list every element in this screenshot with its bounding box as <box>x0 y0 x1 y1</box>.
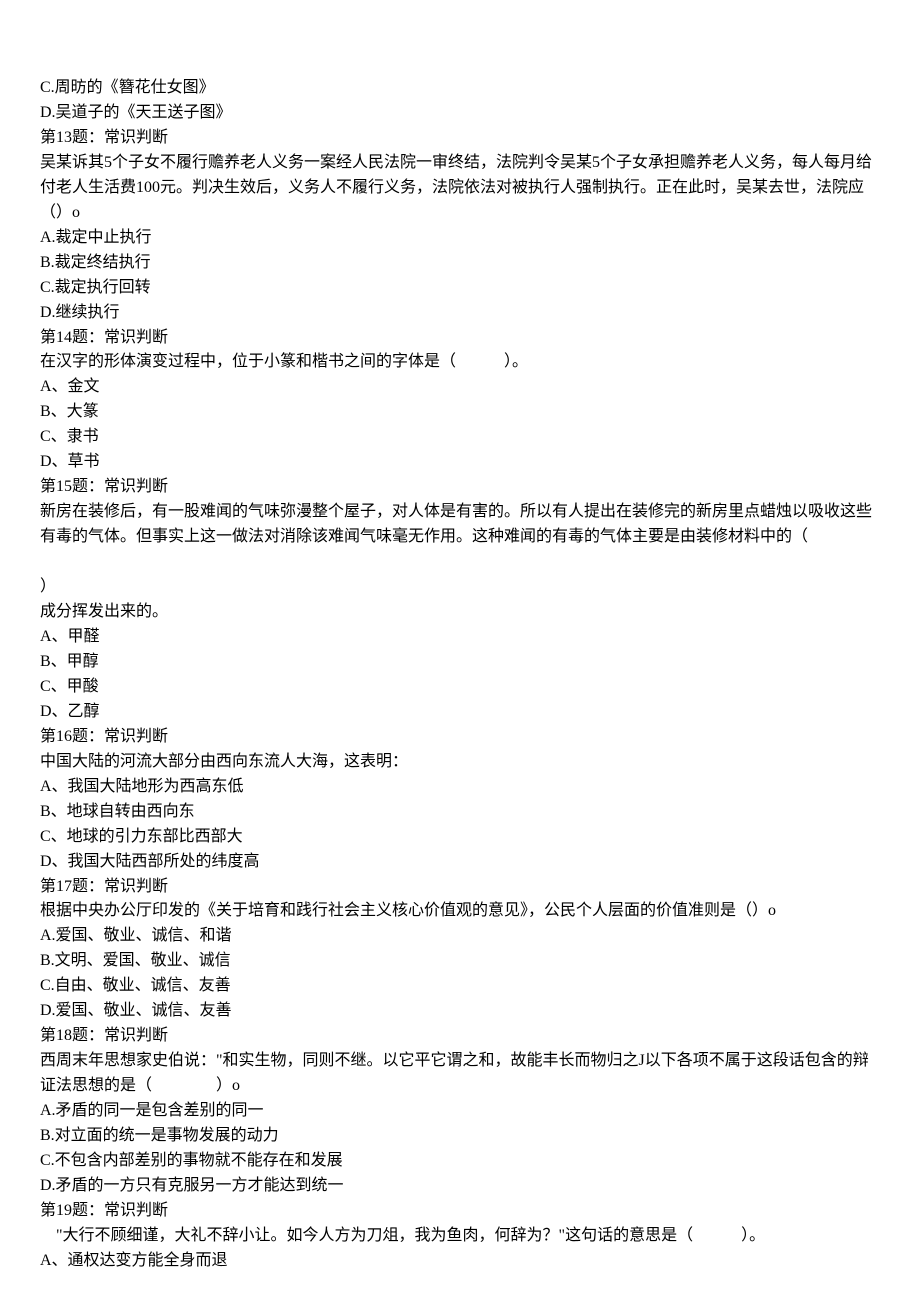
text-line: 西周末年思想家史伯说："和实生物，同则不继。以它平它谓之和，故能丰长而物归之J以… <box>40 1049 880 1099</box>
text-line: A.矛盾的同一是包含差别的同一 <box>40 1099 880 1124</box>
text-line: "大行不顾细谨，大礼不辞小让。如今人方为刀俎，我为鱼肉，何辞为？"这句话的意思是… <box>40 1224 880 1249</box>
text-line: 第18题：常识判断 <box>40 1024 880 1049</box>
text-line: A、甲醛 <box>40 625 880 650</box>
text-line: 中国大陆的河流大部分由西向东流人大海，这表明： <box>40 750 880 775</box>
text-line: 成分挥发出来的。 <box>40 600 880 625</box>
text-line: B、甲醇 <box>40 650 880 675</box>
text-line: 吴某诉其5个子女不履行赡养老人义务一案经人民法院一审终结，法院判令吴某5个子女承… <box>40 151 880 226</box>
text-line: ） <box>40 575 880 600</box>
text-line: A.爱国、敬业、诚信、和谐 <box>40 924 880 949</box>
text-line: B.对立面的统一是事物发展的动力 <box>40 1124 880 1149</box>
text-line <box>40 550 880 575</box>
text-line: D、乙醇 <box>40 700 880 725</box>
text-line: 第15题：常识判断 <box>40 475 880 500</box>
text-line: D.吴道子的《天王送子图》 <box>40 101 880 126</box>
text-line: C、隶书 <box>40 425 880 450</box>
text-line: C.自由、敬业、诚信、友善 <box>40 974 880 999</box>
text-line: A.裁定中止执行 <box>40 226 880 251</box>
text-line: D.矛盾的一方只有克服另一方才能达到统一 <box>40 1174 880 1199</box>
text-line: 第14题：常识判断 <box>40 326 880 351</box>
text-line: B.文明、爱国、敬业、诚信 <box>40 949 880 974</box>
text-line: B、大篆 <box>40 400 880 425</box>
text-line: 根据中央办公厅印发的《关于培育和践行社会主义核心价值观的意见》，公民个人层面的价… <box>40 899 880 924</box>
text-line: 第19题：常识判断 <box>40 1199 880 1224</box>
text-line: A、金文 <box>40 375 880 400</box>
text-line: A、我国大陆地形为西高东低 <box>40 775 880 800</box>
text-line: C、甲酸 <box>40 675 880 700</box>
text-line: C、地球的引力东部比西部大 <box>40 825 880 850</box>
text-line: 在汉字的形体演变过程中，位于小篆和楷书之间的字体是（ ）。 <box>40 350 880 375</box>
text-line: B、地球自转由西向东 <box>40 800 880 825</box>
text-line: C.裁定执行回转 <box>40 276 880 301</box>
text-line: D、草书 <box>40 450 880 475</box>
text-line: 第13题：常识判断 <box>40 126 880 151</box>
text-line: D.继续执行 <box>40 301 880 326</box>
text-line: A、通权达变方能全身而退 <box>40 1249 880 1274</box>
text-line: D、我国大陆西部所处的纬度高 <box>40 850 880 875</box>
text-line: 新房在装修后，有一股难闻的气味弥漫整个屋子，对人体是有害的。所以有人提出在装修完… <box>40 500 880 550</box>
text-line: 第17题：常识判断 <box>40 875 880 900</box>
text-line: C.周昉的《簪花仕女图》 <box>40 76 880 101</box>
text-line: D.爱国、敬业、诚信、友善 <box>40 999 880 1024</box>
text-line: 第16题：常识判断 <box>40 725 880 750</box>
text-line: C.不包含内部差别的事物就不能存在和发展 <box>40 1149 880 1174</box>
text-line: B.裁定终结执行 <box>40 251 880 276</box>
